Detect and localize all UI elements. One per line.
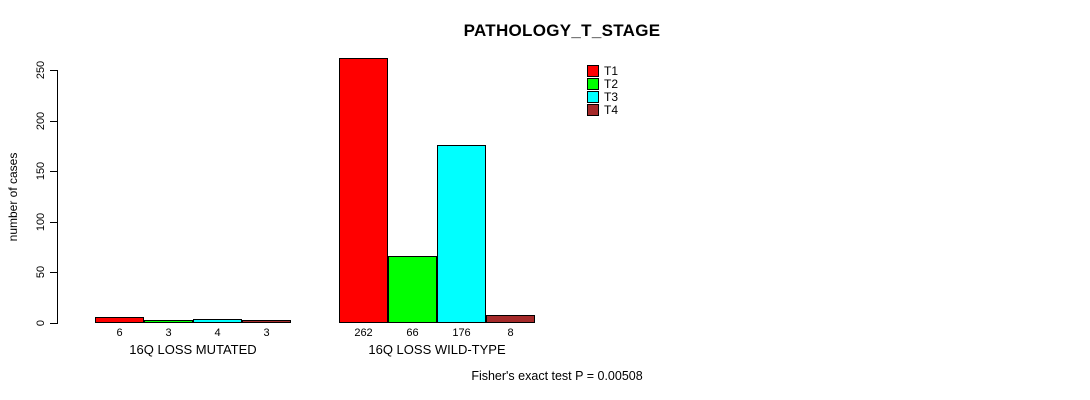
bar-value-label: 262 <box>354 327 373 339</box>
bar-t1-group1 <box>95 317 144 323</box>
bar-value-label: 176 <box>452 327 471 339</box>
y-axis-line <box>57 70 58 324</box>
bar-t3-group1 <box>193 319 242 323</box>
bar-value-label: 66 <box>406 327 419 339</box>
y-axis-tick <box>50 222 57 223</box>
bar-t4-group1 <box>242 320 291 323</box>
y-tick-label: 0 <box>35 319 47 327</box>
bar-value-label: 3 <box>165 327 172 339</box>
legend-label-t3: T3 <box>604 90 619 104</box>
y-axis-tick <box>50 171 57 172</box>
y-axis-tick <box>50 70 57 71</box>
bar-value-label: 4 <box>214 327 221 339</box>
y-tick-label: 150 <box>35 161 47 181</box>
legend-swatch-t4 <box>587 104 599 116</box>
legend-label-t2: T2 <box>604 77 619 91</box>
legend-label-t4: T4 <box>604 103 619 117</box>
y-tick-label: 250 <box>35 60 47 80</box>
category-label: 16Q LOSS MUTATED <box>129 342 257 357</box>
y-tick-label: 100 <box>35 212 47 232</box>
chart-title: PATHOLOGY_T_STAGE <box>463 21 661 40</box>
bar-t1-group2 <box>339 58 388 323</box>
y-axis-tick <box>50 272 57 273</box>
bar-value-label: 3 <box>263 327 270 339</box>
fisher-test-annotation: Fisher's exact test P = 0.00508 <box>471 369 643 383</box>
y-axis-title: number of cases <box>6 152 20 242</box>
category-label: 16Q LOSS WILD-TYPE <box>368 342 506 357</box>
bar-t4-group2 <box>486 315 535 323</box>
legend-label-t1: T1 <box>604 64 619 78</box>
y-tick-label: 200 <box>35 111 47 131</box>
y-axis-tick <box>50 323 57 324</box>
legend-swatch-t2 <box>587 78 599 90</box>
legend-swatch-t3 <box>587 91 599 103</box>
bar-t2-group2 <box>388 256 437 323</box>
legend-swatch-t1 <box>587 65 599 77</box>
y-tick-label: 50 <box>35 265 47 279</box>
bar-value-label: 8 <box>507 327 514 339</box>
y-axis-tick <box>50 121 57 122</box>
bar-t3-group2 <box>437 145 486 323</box>
bar-value-label: 6 <box>116 327 123 339</box>
bar-t2-group1 <box>144 320 193 323</box>
